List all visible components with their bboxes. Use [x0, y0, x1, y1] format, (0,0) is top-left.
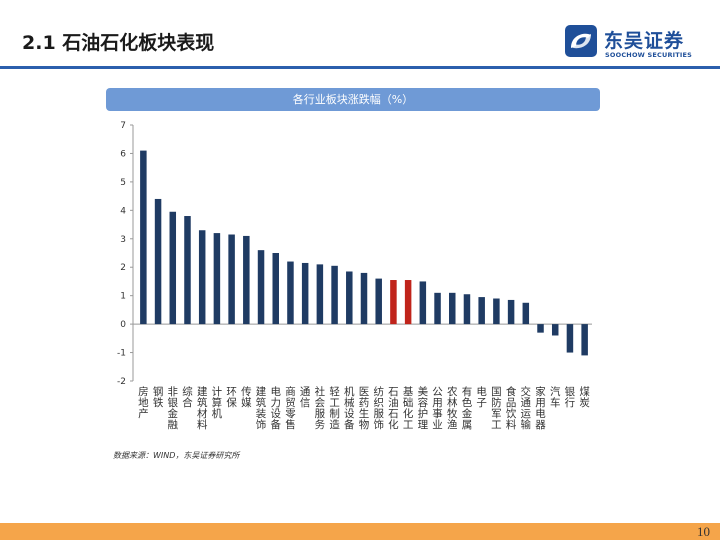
- category-label: 纺织服饰: [373, 385, 384, 431]
- bar-14: [331, 265, 338, 325]
- y-axis-tick-label: 2: [120, 263, 126, 273]
- bar-5: [198, 230, 206, 325]
- y-axis-tick-label: 7: [120, 121, 126, 131]
- bar-27: [522, 302, 530, 325]
- bar-6: [213, 233, 221, 325]
- category-label: 传媒: [241, 386, 252, 409]
- category-label: 交通运输: [521, 385, 532, 431]
- y-axis-tick-label: -1: [117, 349, 126, 359]
- category-label: 食品饮料: [506, 385, 517, 431]
- category-label: 公用事业: [432, 386, 443, 431]
- category-label: 家用电器: [535, 385, 546, 431]
- bar-30: [566, 324, 574, 353]
- chart-title: 各行业板块涨跌幅（%）: [106, 88, 600, 111]
- bar-24: [478, 297, 485, 325]
- category-label: 商贸零售: [285, 385, 296, 431]
- category-label: 汽车: [550, 385, 561, 409]
- bar-9: [257, 250, 265, 325]
- logo-name-cn: 东吴证券: [604, 30, 685, 52]
- bar-15: [346, 271, 353, 325]
- category-label: 综合: [182, 385, 193, 409]
- bar-22: [449, 292, 456, 325]
- bar-23: [463, 294, 471, 325]
- logo-name-en: SOOCHOW SECURITIES: [605, 51, 693, 59]
- category-label: 钢铁: [153, 385, 164, 409]
- bar-10: [272, 253, 279, 325]
- bar-chart: 7 6 5 4 3 2 1 0 -1 -2 房地产钢铁非银金融综合建筑材料计算机环保传媒建筑装饰电力…: [117, 121, 592, 431]
- bar-11: [287, 261, 294, 325]
- category-label: 医药生物: [359, 386, 370, 431]
- category-label: 房地产: [138, 385, 149, 420]
- bar-29: [551, 324, 559, 336]
- bar-19: [404, 280, 412, 325]
- data-source-note: 数据来源：WIND，东吴证券研究所: [113, 451, 240, 460]
- bar-1: [140, 150, 147, 325]
- footer-bar: [0, 523, 720, 540]
- bar-26: [507, 299, 515, 325]
- y-axis-tick-label: 5: [120, 178, 126, 188]
- bar-20: [419, 281, 427, 325]
- category-label: 计算机: [212, 385, 223, 420]
- category-label: 轻工制造: [329, 385, 340, 431]
- bar-16: [360, 272, 368, 325]
- category-label: 非银金融: [168, 386, 179, 431]
- category-label: 农林牧渔: [447, 385, 458, 431]
- bar-4: [184, 216, 191, 325]
- category-label: 煤炭: [579, 385, 590, 409]
- category-label: 环保: [226, 386, 237, 409]
- category-label: 美容护理: [418, 385, 429, 431]
- category-label: 电子: [476, 385, 487, 409]
- bar-25: [493, 298, 500, 325]
- bar-7: [228, 234, 235, 325]
- bar-28: [537, 324, 544, 333]
- bar-17: [375, 278, 382, 325]
- category-label: 石油石化: [388, 386, 399, 431]
- company-logo: 东吴证券 SOOCHOW SECURITIES: [564, 24, 704, 64]
- y-axis-tick-label: 1: [120, 292, 126, 302]
- category-label: 通信: [300, 386, 311, 409]
- bar-8: [243, 235, 250, 325]
- category-label: 国防军工: [491, 386, 502, 431]
- category-label: 银行: [565, 385, 576, 409]
- bar-31: [581, 324, 588, 356]
- bar-3: [169, 211, 177, 325]
- page-number: 10: [697, 524, 710, 539]
- y-axis-tick-label: 4: [120, 206, 126, 216]
- category-label: 社会服务: [315, 385, 326, 431]
- category-label: 基础化工: [403, 385, 414, 431]
- bar-13: [316, 264, 324, 325]
- category-label: 电力设备: [270, 385, 281, 431]
- category-label: 建筑材料: [197, 385, 208, 431]
- header-divider: [0, 66, 720, 69]
- y-axis-tick-label: 0: [120, 320, 126, 330]
- logo-mark-icon: [565, 25, 597, 57]
- bar-21: [434, 292, 441, 325]
- bar-18: [390, 280, 397, 325]
- slide-title: 2.1 石油石化板块表现: [22, 32, 215, 54]
- bar-2: [154, 198, 162, 325]
- category-label: 有色金属: [462, 385, 473, 431]
- y-axis-tick-label: 6: [120, 149, 126, 159]
- category-label: 机械设备: [344, 385, 355, 431]
- y-axis-tick-label: 3: [120, 235, 126, 245]
- bar-12: [301, 262, 309, 325]
- y-axis-tick-label: -2: [117, 377, 126, 387]
- category-label: 建筑装饰: [256, 385, 267, 431]
